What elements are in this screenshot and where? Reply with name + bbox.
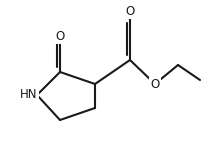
Text: O: O xyxy=(125,5,135,18)
Text: O: O xyxy=(150,77,160,90)
Text: O: O xyxy=(55,30,65,43)
Text: HN: HN xyxy=(20,89,37,102)
